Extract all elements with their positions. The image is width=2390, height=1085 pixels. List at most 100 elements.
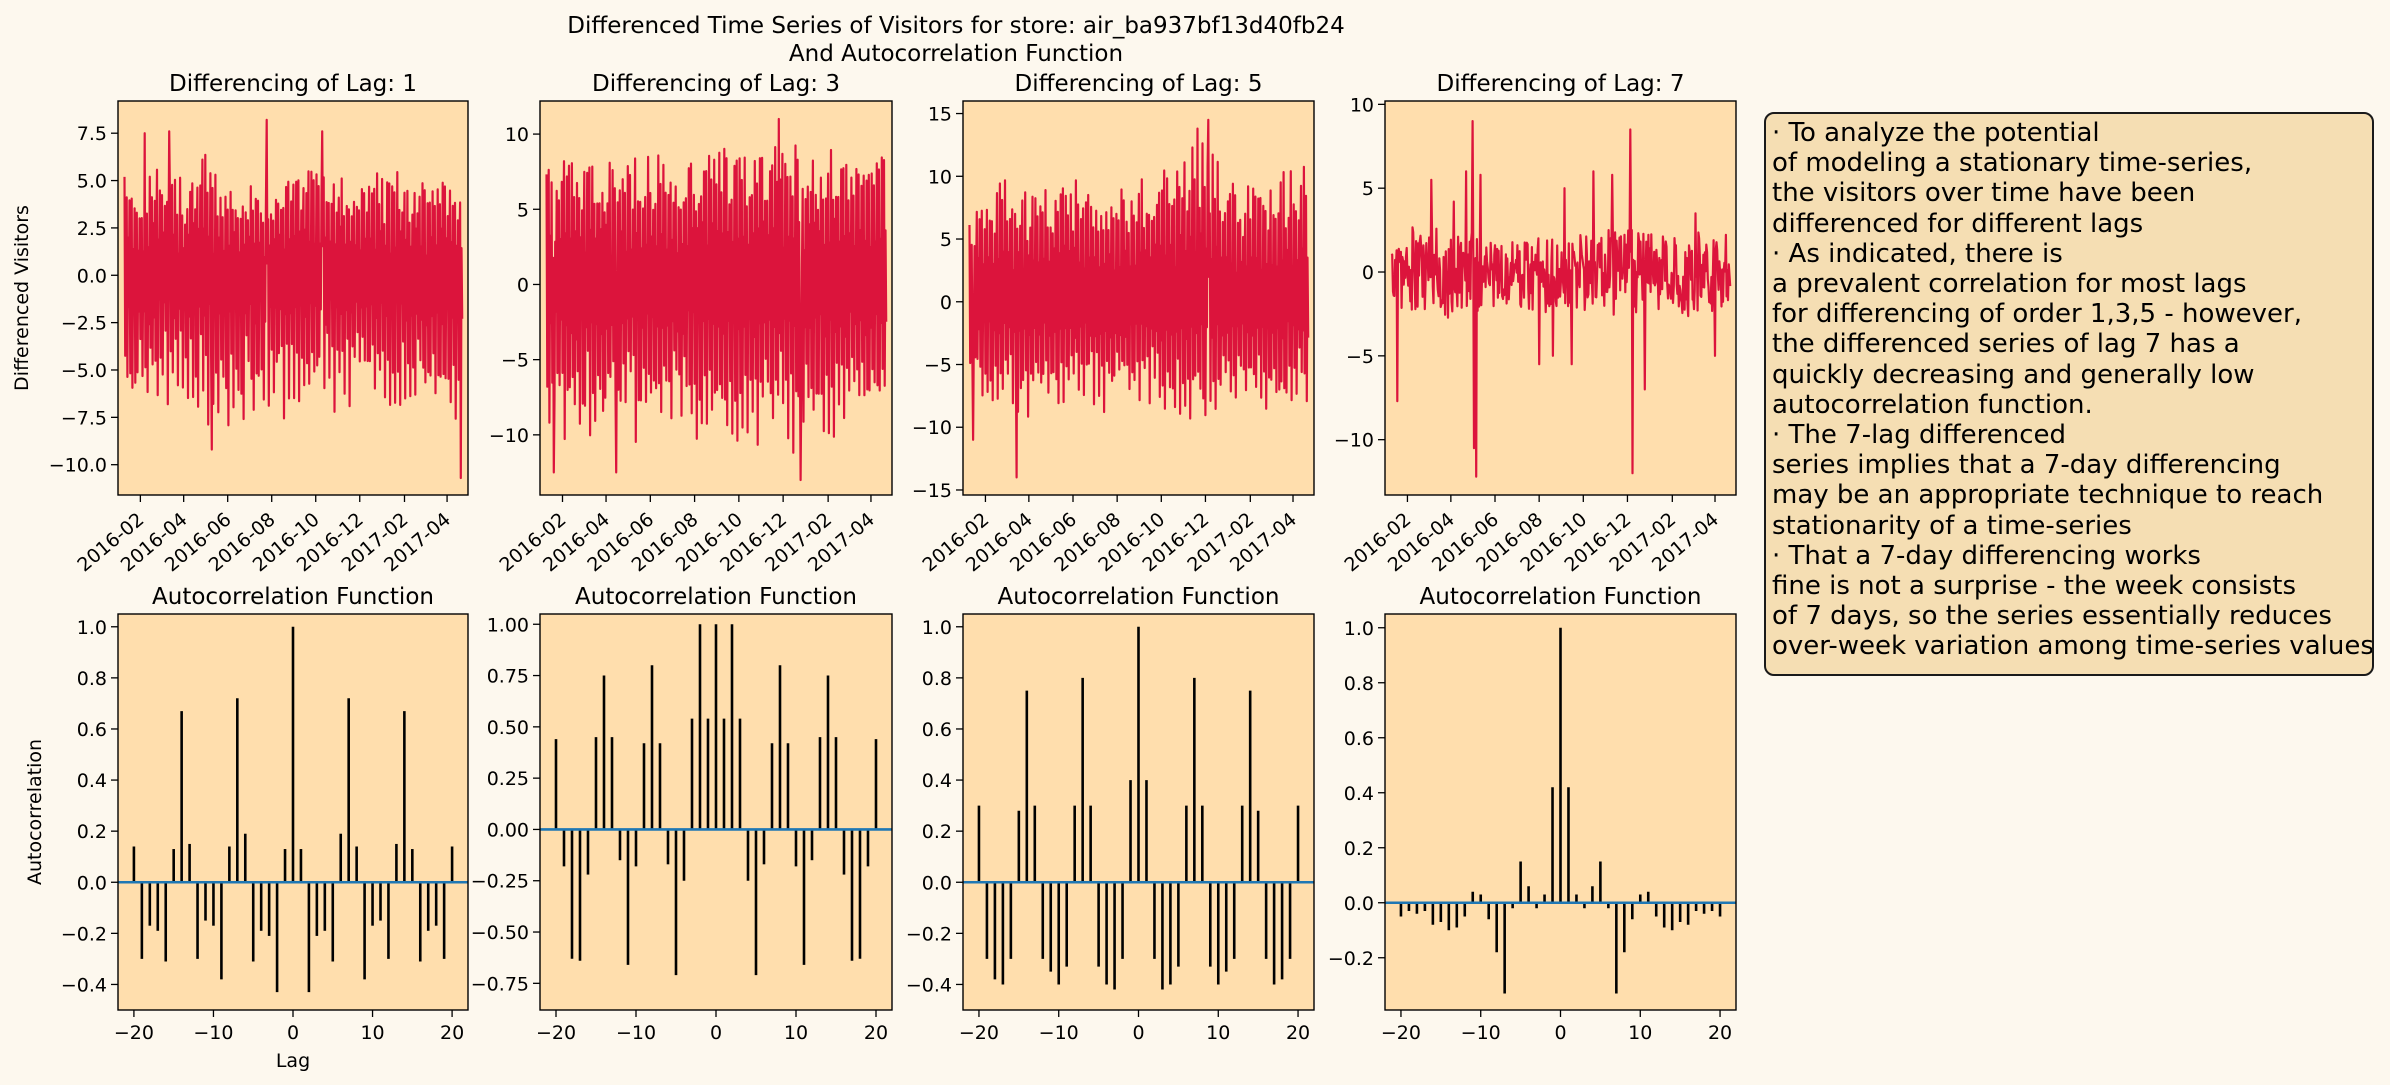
note-line: differenced for different lags [1772,208,2144,239]
subplots-group: 2016-022016-042016-062016-082016-102016-… [11,71,1737,1072]
note-line: quickly decreasing and generally low [1772,359,2255,390]
y-tick-label: 0.2 [77,821,107,843]
y-tick-label: 0.0 [1344,893,1374,915]
subplot-title: Differencing of Lag: 1 [169,71,417,97]
y-tick-label: 0.00 [487,819,529,841]
x-tick-label: 0 [710,1022,722,1044]
figure-title-line-1: Differenced Time Series of Visitors for … [567,13,1344,39]
subplot-title: Differencing of Lag: 5 [1015,71,1263,97]
y-tick-label: 0.0 [77,265,107,287]
y-tick-label: −0.4 [906,974,952,996]
y-tick-label: −10.0 [49,455,107,477]
subplot-title: Autocorrelation Function [152,584,434,610]
y-tick-label: 0 [940,292,952,314]
y-tick-label: 0.6 [922,719,952,741]
subplot-acf-1: −20 −10 0 10 20 −0.4 −0.2 0.0 0.2 0.4 0.6 0.8 1.0 Aut… [24,584,469,1072]
note-line: over-week variation among time-series va… [1772,631,2374,662]
note-line: of 7 days, so the series essentially red… [1772,601,2332,632]
note-line: for differencing of order 1,3,5 - howeve… [1772,299,2302,330]
y-tick-label: 0.25 [487,768,529,790]
y-tick-label: 1.0 [1344,618,1374,640]
plot-frame [117,100,469,496]
y-tick-label: −0.25 [471,871,529,893]
differenced-series-line [968,118,1310,479]
y-tick-label: 1.0 [77,617,107,639]
x-tick-label: 0 [1132,1022,1144,1044]
y-tick-label: −2.5 [61,313,107,335]
plot-frame [962,613,1315,1011]
note-line: · To analyze the potential [1772,118,2100,148]
note-line: fine is not a surprise - the week consis… [1772,571,2297,602]
y-tick-label: −5 [924,355,952,377]
x-tick-label: −20 [114,1022,154,1044]
x-tick-label: −20 [959,1022,999,1044]
note-line: series implies that a 7-day differencing [1772,450,2281,481]
y-tick-label: 0.8 [77,668,107,690]
subplot-title: Autocorrelation Function [575,584,857,610]
y-tick-label: −10 [489,425,529,447]
note-line: may be an appropriate technique to reach [1772,480,2324,511]
y-tick-label: 5 [517,199,529,221]
y-tick-label: 1.0 [922,617,952,639]
x-tick-label: 0 [1554,1022,1566,1044]
y-tick-label: 10 [1350,94,1374,116]
x-tick-label: 10 [784,1022,808,1044]
note-line: stationarity of a time-series [1772,510,2132,541]
y-tick-label: 0.4 [922,770,952,792]
subplot-title: Autocorrelation Function [1420,584,1702,610]
x-tick-label: −10 [193,1022,233,1044]
y-tick-label: −10 [912,417,952,439]
x-tick-label: 20 [1286,1022,1310,1044]
y-tick-label: 10 [928,166,952,188]
y-tick-label: 0.2 [1344,838,1374,860]
figure-title-line-2: And Autocorrelation Function [789,41,1123,67]
note-line: autocorrelation function. [1772,389,2093,420]
note-line: · That a 7-day differencing works [1772,540,2201,571]
y-tick-label: 0 [1362,262,1374,284]
y-tick-label: −5 [1346,346,1374,368]
y-tick-label: 0.6 [77,719,107,741]
y-tick-label: 0.8 [1344,673,1374,695]
x-tick-label: 20 [864,1022,888,1044]
subplot-acf-4: −20 −10 0 10 20 −0.2 0.0 0.2 0.4 0.6 0.8 1.0 Autocor… [1328,584,1737,1044]
y-tick-label: −5 [501,350,529,372]
y-axis-label: Differenced Visitors [11,205,33,391]
y-tick-label: 5 [1362,178,1374,200]
x-tick-label: 10 [1628,1022,1652,1044]
x-tick-label: 20 [1708,1022,1732,1044]
plot-frame [962,100,1315,496]
x-tick-label: −10 [1039,1022,1079,1044]
x-tick-label: 0 [287,1022,299,1044]
note-line: the differenced series of lag 7 has a [1772,329,2240,360]
note-line: a prevalent correlation for most lags [1772,269,2247,300]
x-tick-label: −20 [536,1022,576,1044]
y-tick-label: 10 [505,124,529,146]
subplot-title: Autocorrelation Function [998,584,1280,610]
y-tick-label: 0.0 [77,872,107,894]
y-tick-label: −0.4 [61,974,107,996]
plot-frame [1384,613,1737,1011]
y-axis-label: Autocorrelation [24,739,46,885]
x-tick-label: −10 [1461,1022,1501,1044]
y-tick-label: 2.5 [77,218,107,240]
y-tick-label: −0.50 [471,922,529,944]
y-tick-label: −0.2 [61,923,107,945]
y-tick-label: 0 [517,274,529,296]
y-tick-label: 7.5 [77,123,107,145]
plot-frame [117,613,469,1011]
y-tick-label: 0.4 [1344,783,1374,805]
plot-frame [1384,100,1737,496]
plot-frame [539,100,893,496]
y-tick-label: −0.2 [906,923,952,945]
note-line: of modeling a stationary time-series, [1772,148,2253,179]
y-tick-label: 0.4 [77,770,107,792]
subplot-acf-2: −20 −10 0 10 20 −0.75 −0.50 −0.25 0.00 0.25 0.50 0.… [471,584,893,1044]
y-tick-label: 0.50 [487,717,529,739]
y-tick-label: 5.0 [77,171,107,193]
y-tick-label: 0.0 [922,872,952,894]
y-tick-label: −15 [912,480,952,502]
note-line: · The 7-lag differenced [1772,420,2067,451]
y-tick-label: −0.2 [1328,948,1374,970]
x-tick-label: −20 [1381,1022,1421,1044]
subplot-acf-3: −20 −10 0 10 20 −0.4 −0.2 0.0 0.2 0.4 0.6 0.8 1.0 Aut… [906,584,1315,1044]
